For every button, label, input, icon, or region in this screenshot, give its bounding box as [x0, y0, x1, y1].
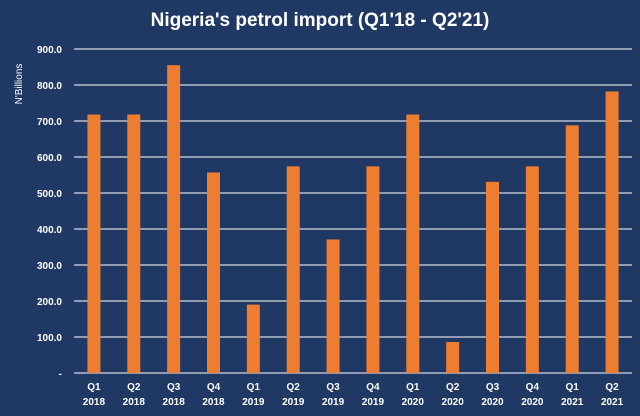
bar: [87, 114, 101, 374]
bar: [366, 166, 380, 373]
bar: [565, 125, 579, 373]
x-tick-year: 2020: [521, 397, 544, 408]
bar: [446, 342, 460, 373]
bar: [127, 114, 141, 374]
x-tick-quarter: Q4: [526, 382, 540, 393]
bar: [286, 166, 300, 373]
x-tick-quarter: Q3: [486, 382, 500, 393]
bar: [326, 239, 340, 373]
x-tick-quarter: Q2: [605, 382, 619, 393]
x-tick-year: 2020: [442, 397, 465, 408]
bar: [525, 166, 539, 373]
x-tick-year: 2021: [601, 397, 624, 408]
bar: [605, 91, 619, 373]
x-tick-quarter: Q1: [87, 382, 101, 393]
y-tick-label: -: [59, 369, 62, 380]
x-tick-year: 2020: [481, 397, 504, 408]
x-tick-year: 2018: [123, 397, 146, 408]
x-tick-year: 2019: [362, 397, 385, 408]
bar: [486, 181, 499, 373]
x-tick-year: 2021: [561, 397, 584, 408]
x-tick-year: 2018: [202, 397, 225, 408]
y-tick-label: 600.0: [37, 153, 62, 164]
x-tick-year: 2020: [402, 397, 425, 408]
y-tick-label: 400.0: [37, 225, 62, 236]
x-tick-quarter: Q3: [326, 382, 340, 393]
y-axis-ticks: - 100.0 200.0 300.0 400.0 500.0 600.0 700.0 800.…: [37, 45, 62, 380]
y-tick-label: 900.0: [37, 45, 62, 56]
x-tick-quarter: Q2: [446, 382, 460, 393]
y-tick-label: 200.0: [37, 297, 62, 308]
x-axis-ticks: Q1 2018 Q2 2018 Q3 2018 Q4 2018 Q1 2019 Q2 2019 Q3 20…: [83, 382, 624, 408]
x-tick-quarter: Q4: [366, 382, 380, 393]
x-tick-year: 2019: [322, 397, 345, 408]
x-tick-quarter: Q2: [127, 382, 141, 393]
bar: [246, 304, 260, 373]
y-tick-label: 100.0: [37, 333, 62, 344]
x-tick-quarter: Q2: [287, 382, 301, 393]
x-tick-quarter: Q1: [566, 382, 580, 393]
x-tick-year: 2019: [242, 397, 265, 408]
gridlines: [74, 48, 632, 374]
bars: [87, 65, 619, 374]
x-tick-year: 2018: [83, 397, 106, 408]
chart-title: Nigeria's petrol import (Q1'18 - Q2'21): [151, 10, 490, 31]
y-tick-label: 800.0: [37, 81, 62, 92]
x-tick-year: 2018: [163, 397, 186, 408]
x-tick-quarter: Q1: [406, 382, 420, 393]
y-tick-label: 500.0: [37, 189, 62, 200]
x-tick-quarter: Q1: [247, 382, 261, 393]
bar: [167, 65, 181, 373]
bar: [207, 172, 220, 373]
x-tick-quarter: Q4: [207, 382, 221, 393]
bar: [406, 114, 420, 374]
y-tick-label: 700.0: [37, 117, 62, 128]
x-tick-quarter: Q3: [167, 382, 181, 393]
x-tick-year: 2019: [282, 397, 305, 408]
y-axis-label: N'Billions: [14, 64, 25, 105]
y-tick-label: 300.0: [37, 261, 62, 272]
